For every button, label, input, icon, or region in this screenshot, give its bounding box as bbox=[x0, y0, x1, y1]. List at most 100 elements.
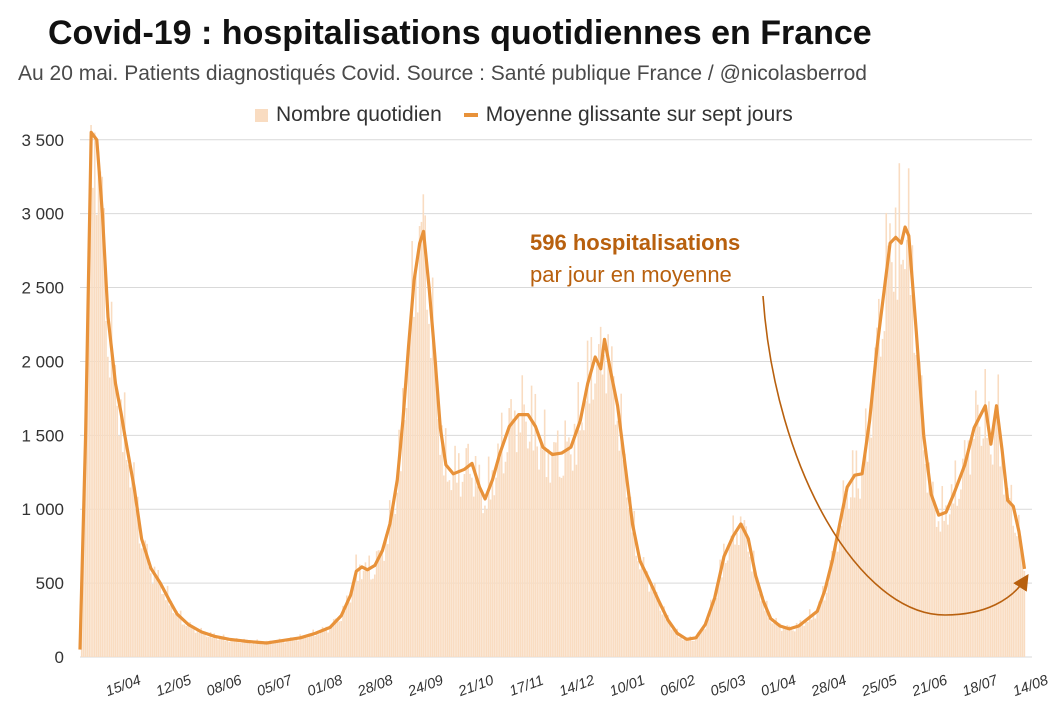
daily-bar bbox=[835, 540, 837, 657]
daily-bar bbox=[364, 562, 367, 657]
daily-bar bbox=[954, 460, 957, 657]
daily-bar bbox=[187, 622, 189, 657]
daily-bar bbox=[439, 454, 441, 657]
x-tick-label: 06/02 bbox=[658, 673, 698, 700]
daily-bar bbox=[670, 629, 673, 657]
daily-bar bbox=[523, 404, 525, 657]
daily-bar bbox=[489, 499, 492, 657]
daily-bar bbox=[318, 634, 320, 657]
daily-bar bbox=[385, 534, 387, 657]
daily-bar bbox=[206, 636, 208, 657]
daily-bar bbox=[827, 582, 830, 657]
daily-bar bbox=[306, 637, 309, 657]
daily-bar bbox=[907, 168, 910, 657]
daily-bar bbox=[155, 579, 158, 657]
daily-bar bbox=[297, 640, 300, 657]
daily-bar bbox=[950, 484, 953, 657]
daily-bar bbox=[276, 640, 279, 657]
daily-bar bbox=[444, 428, 447, 657]
daily-bar bbox=[842, 480, 845, 657]
x-tick-label: 21/10 bbox=[456, 673, 497, 701]
x-tick-label: 10/01 bbox=[608, 673, 648, 700]
daily-bar bbox=[280, 641, 283, 657]
daily-bar bbox=[687, 638, 690, 657]
daily-bar bbox=[975, 390, 977, 657]
daily-bar bbox=[433, 353, 436, 657]
daily-bar bbox=[263, 643, 266, 657]
daily-bar bbox=[284, 642, 286, 657]
daily-bar bbox=[646, 571, 649, 657]
daily-bar bbox=[303, 635, 305, 657]
daily-bar bbox=[110, 301, 113, 657]
daily-bar bbox=[990, 454, 992, 657]
daily-bar bbox=[999, 466, 1001, 657]
daily-bar bbox=[469, 473, 471, 657]
daily-bar bbox=[497, 443, 499, 657]
y-tick-label: 2 500 bbox=[21, 279, 64, 298]
daily-bar bbox=[614, 424, 617, 657]
daily-bar bbox=[738, 545, 740, 657]
chart-title: Covid-19 : hospitalisations quotidiennes… bbox=[48, 14, 872, 52]
daily-bar bbox=[116, 405, 118, 657]
daily-bar bbox=[937, 521, 940, 657]
daily-bar bbox=[795, 622, 798, 657]
daily-bar bbox=[329, 628, 331, 657]
daily-bar bbox=[97, 151, 100, 658]
daily-bar bbox=[230, 639, 232, 657]
daily-bar bbox=[883, 331, 886, 657]
daily-bar bbox=[984, 368, 986, 657]
daily-bar bbox=[721, 577, 723, 657]
daily-bar bbox=[846, 493, 848, 657]
daily-bar bbox=[609, 367, 611, 657]
legend: Nombre quotidien Moyenne glissante sur s… bbox=[255, 103, 793, 127]
daily-bar bbox=[782, 628, 785, 657]
daily-bar bbox=[991, 464, 994, 657]
daily-bar bbox=[366, 568, 369, 657]
daily-bar bbox=[868, 421, 871, 657]
daily-bar bbox=[441, 425, 443, 657]
daily-bar bbox=[579, 430, 581, 657]
daily-bar bbox=[881, 338, 884, 657]
daily-bar bbox=[988, 401, 990, 657]
daily-bar bbox=[730, 535, 733, 657]
daily-bar bbox=[402, 388, 404, 657]
daily-bar bbox=[495, 477, 497, 657]
daily-bar bbox=[446, 481, 449, 657]
daily-bar bbox=[803, 625, 805, 657]
daily-bar bbox=[534, 393, 537, 657]
daily-bar bbox=[773, 621, 776, 657]
daily-bar bbox=[267, 644, 270, 657]
daily-bar bbox=[405, 408, 408, 657]
daily-bar bbox=[1010, 484, 1013, 657]
daily-bar bbox=[415, 270, 417, 657]
daily-bar bbox=[586, 340, 589, 657]
daily-bar bbox=[107, 356, 109, 657]
daily-bar bbox=[590, 337, 593, 657]
annotation-line-1: 596 hospitalisations bbox=[530, 230, 740, 255]
daily-bar bbox=[131, 478, 133, 657]
daily-bar bbox=[971, 435, 973, 657]
daily-bar bbox=[980, 445, 983, 657]
daily-bar bbox=[388, 500, 391, 657]
daily-bar bbox=[667, 614, 669, 657]
daily-bar bbox=[696, 632, 699, 657]
daily-bar bbox=[993, 419, 996, 657]
daily-bar bbox=[129, 487, 132, 657]
daily-bar bbox=[458, 453, 460, 657]
daily-bar bbox=[99, 171, 102, 657]
daily-bar bbox=[584, 401, 587, 657]
x-tick-label: 05/07 bbox=[255, 672, 295, 700]
daily-bar bbox=[878, 298, 880, 657]
daily-bar bbox=[909, 295, 912, 657]
x-tick-label: 18/07 bbox=[960, 672, 1000, 700]
daily-bar bbox=[635, 555, 637, 657]
daily-bar bbox=[779, 623, 781, 657]
daily-bar bbox=[861, 473, 863, 657]
daily-bar bbox=[794, 631, 796, 657]
daily-bar bbox=[920, 375, 923, 657]
daily-bar bbox=[594, 383, 596, 657]
daily-bar bbox=[805, 621, 807, 657]
daily-bar bbox=[711, 603, 714, 657]
daily-bar bbox=[336, 620, 339, 657]
daily-bar bbox=[601, 374, 604, 657]
